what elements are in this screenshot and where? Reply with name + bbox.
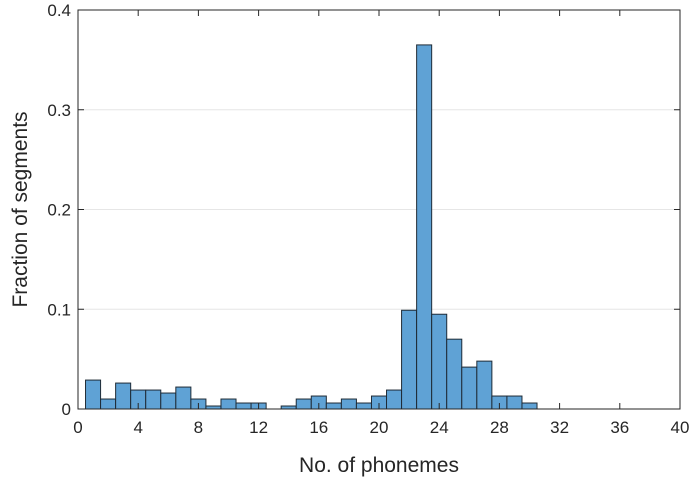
- histogram-bar: [431, 313, 448, 410]
- histogram-bar: [160, 392, 177, 410]
- x-tick-label: 32: [550, 418, 569, 437]
- y-axis-label: Fraction of segments: [9, 111, 32, 307]
- y-axis-ticks: 0 0.1 0.2 0.3 0.4: [47, 1, 680, 419]
- histogram-bar: [100, 398, 117, 410]
- histogram-bar: [85, 379, 102, 410]
- x-tick-label: 16: [309, 418, 328, 437]
- x-tick-label: 4: [133, 418, 142, 437]
- x-tick-label: 8: [194, 418, 203, 437]
- x-tick-label: 36: [610, 418, 629, 437]
- histogram-bar: [295, 398, 312, 410]
- x-tick-label: 12: [249, 418, 268, 437]
- y-tick-label: 0.4: [47, 1, 71, 20]
- y-tick-label: 0.2: [47, 201, 71, 220]
- bars: [85, 44, 538, 410]
- histogram-bar: [355, 402, 372, 410]
- y-tick-label: 0: [62, 400, 71, 419]
- histogram-bar: [340, 398, 357, 410]
- histogram-bar: [446, 338, 463, 410]
- histogram-bar: [386, 389, 403, 410]
- histogram-bar: [145, 389, 162, 410]
- histogram-bar: [115, 382, 132, 410]
- histogram-bar: [401, 309, 418, 410]
- x-tick-label: 20: [370, 418, 389, 437]
- x-tick-label: 40: [671, 418, 689, 437]
- histogram-bar: [461, 366, 478, 410]
- histogram-bar: [220, 398, 237, 410]
- x-axis-label: No. of phonemes: [299, 454, 459, 477]
- histogram-bar: [476, 360, 493, 410]
- histogram-bar: [521, 402, 538, 410]
- x-tick-label: 0: [73, 418, 82, 437]
- y-tick-label: 0.3: [47, 101, 71, 120]
- histogram-bar: [506, 395, 523, 410]
- y-tick-label: 0.1: [47, 300, 71, 319]
- x-tick-label: 28: [490, 418, 509, 437]
- x-tick-label: 24: [430, 418, 449, 437]
- histogram-bar: [416, 44, 433, 410]
- histogram-bar: [235, 402, 252, 410]
- histogram-bar: [175, 386, 192, 410]
- gridlines: [78, 109, 680, 310]
- x-axis-ticks: 0 4 8 12 16 20 24 28 32 36 40: [73, 10, 689, 437]
- histogram-bar: [325, 402, 342, 410]
